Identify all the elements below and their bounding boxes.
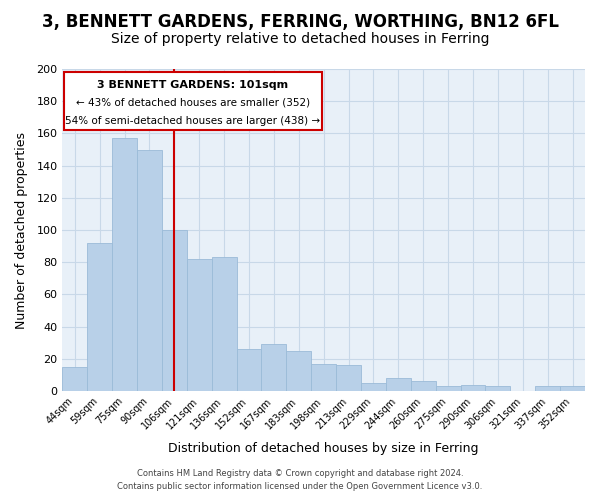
Bar xyxy=(62,367,87,391)
Bar xyxy=(262,344,286,391)
Text: Size of property relative to detached houses in Ferring: Size of property relative to detached ho… xyxy=(111,32,489,46)
Bar xyxy=(187,259,212,391)
Bar xyxy=(311,364,336,391)
Text: 3, BENNETT GARDENS, FERRING, WORTHING, BN12 6FL: 3, BENNETT GARDENS, FERRING, WORTHING, B… xyxy=(41,12,559,30)
Bar xyxy=(137,150,162,391)
Y-axis label: Number of detached properties: Number of detached properties xyxy=(15,132,28,328)
Bar xyxy=(162,230,187,391)
Bar xyxy=(87,243,112,391)
Bar xyxy=(436,386,461,391)
X-axis label: Distribution of detached houses by size in Ferring: Distribution of detached houses by size … xyxy=(169,442,479,455)
Bar xyxy=(112,138,137,391)
Text: Contains HM Land Registry data © Crown copyright and database right 2024.
Contai: Contains HM Land Registry data © Crown c… xyxy=(118,470,482,491)
Bar xyxy=(361,383,386,391)
Bar xyxy=(485,386,511,391)
Text: ← 43% of detached houses are smaller (352): ← 43% of detached houses are smaller (35… xyxy=(76,98,310,108)
Bar xyxy=(535,386,560,391)
Text: 3 BENNETT GARDENS: 101sqm: 3 BENNETT GARDENS: 101sqm xyxy=(97,80,289,90)
Bar xyxy=(336,366,361,391)
Bar xyxy=(461,384,485,391)
Bar xyxy=(236,349,262,391)
FancyBboxPatch shape xyxy=(64,72,322,130)
Bar xyxy=(212,258,236,391)
Bar xyxy=(560,386,585,391)
Text: 54% of semi-detached houses are larger (438) →: 54% of semi-detached houses are larger (… xyxy=(65,116,320,126)
Bar xyxy=(386,378,411,391)
Bar xyxy=(411,382,436,391)
Bar xyxy=(286,351,311,391)
